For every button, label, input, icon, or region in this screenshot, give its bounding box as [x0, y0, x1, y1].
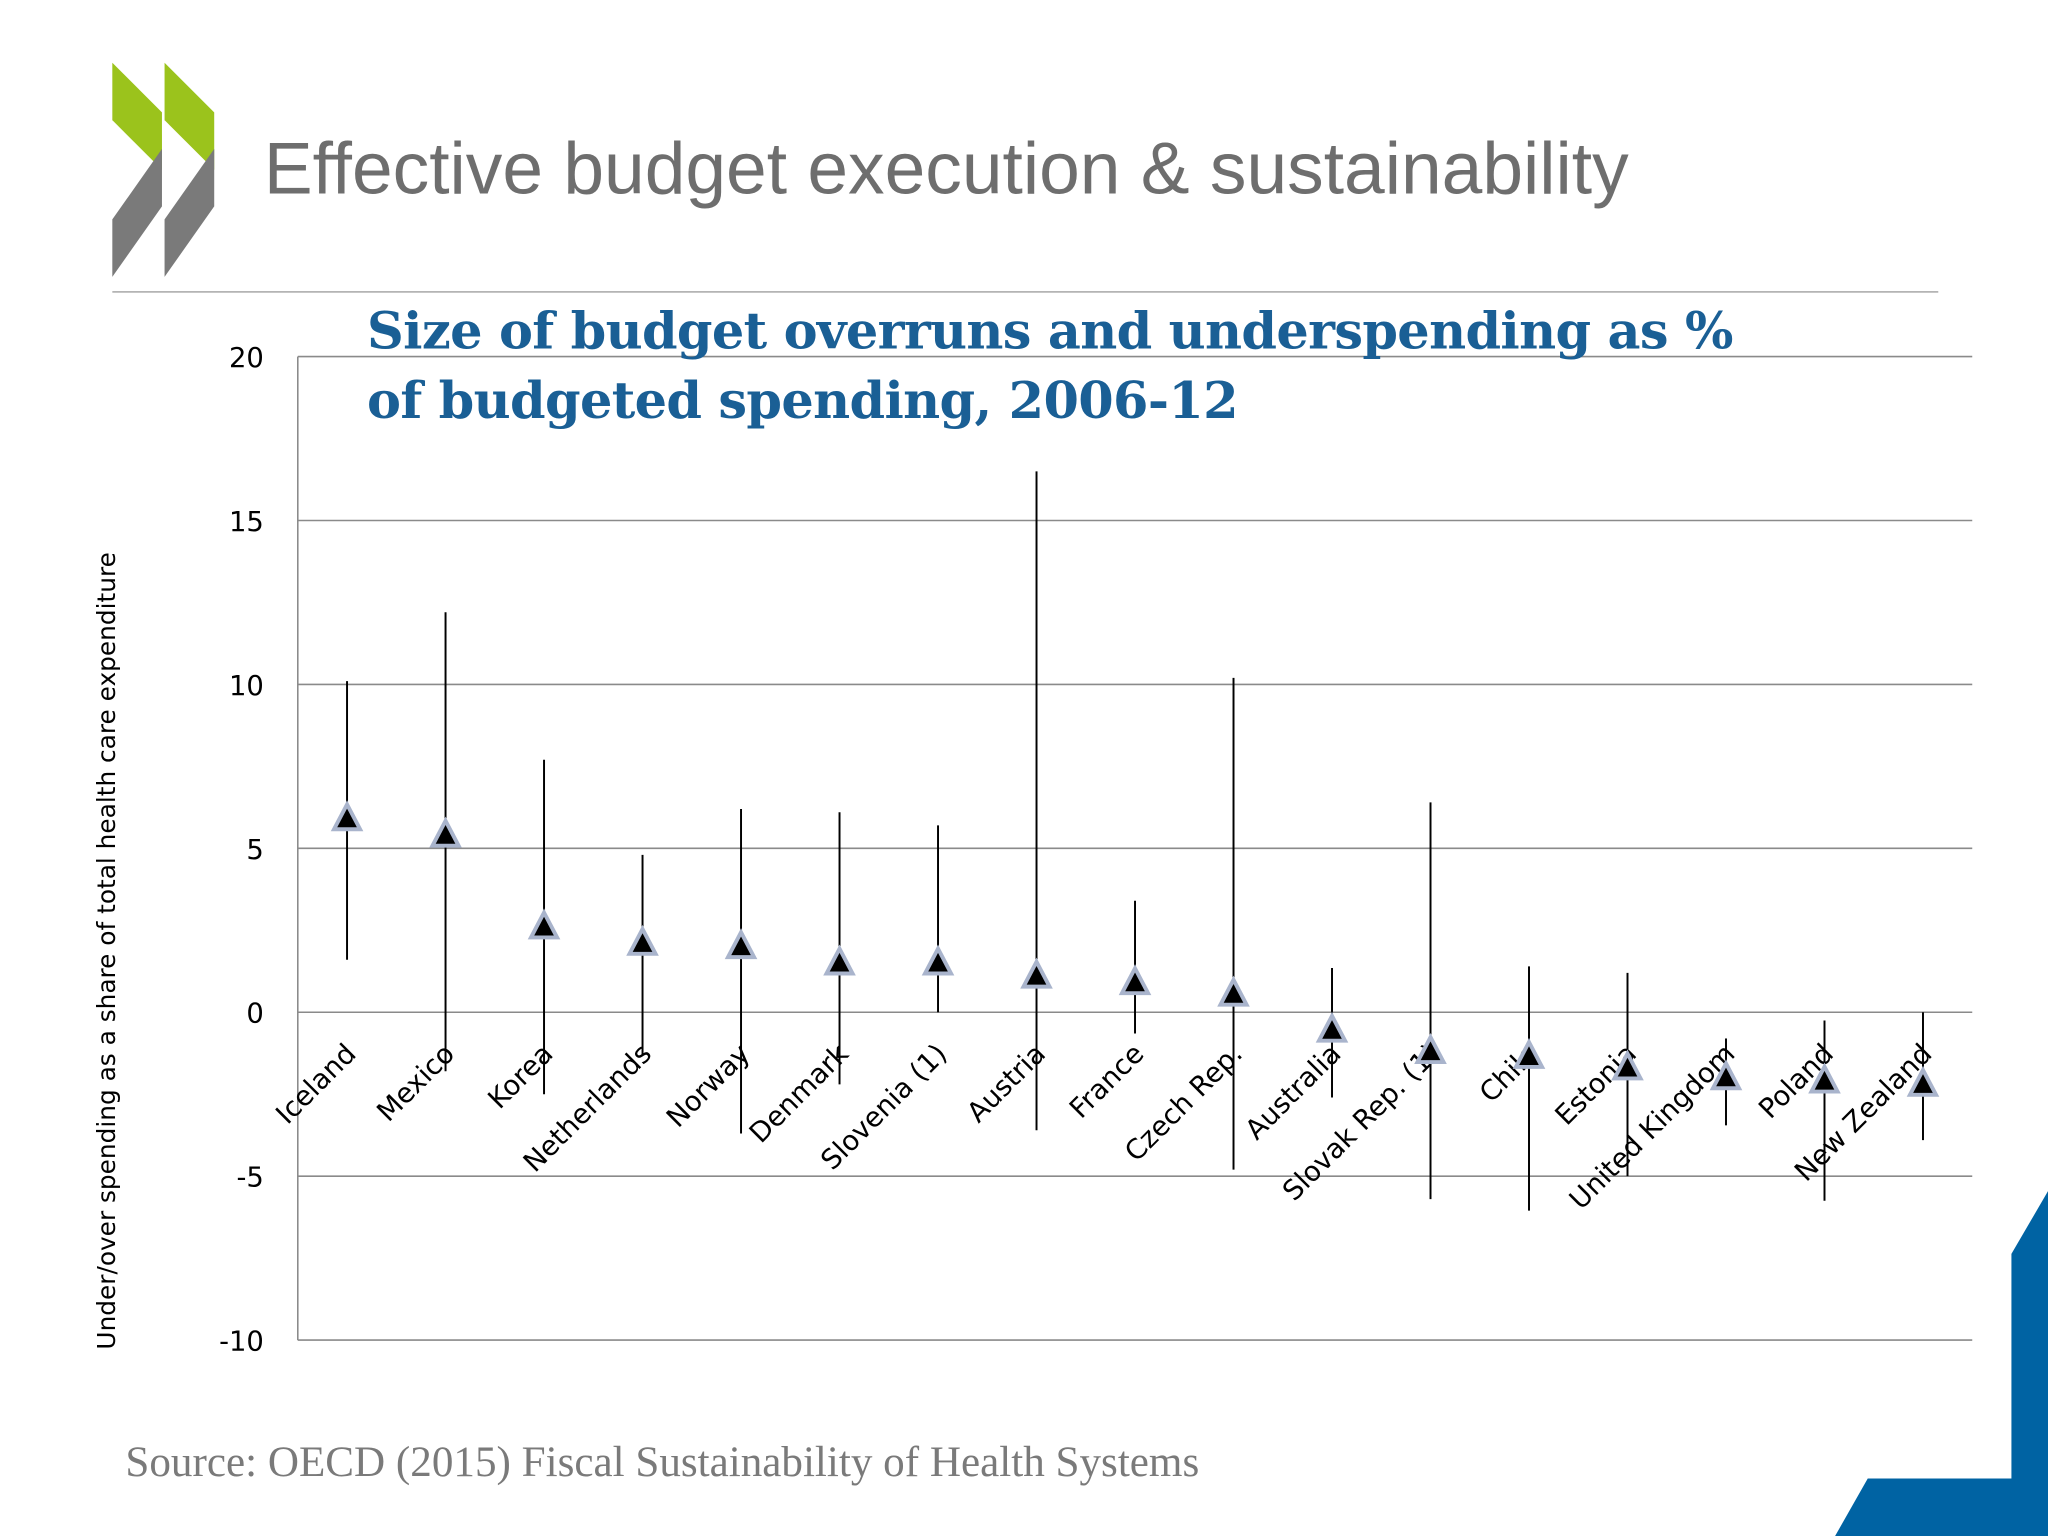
- data-point-marker: [330, 800, 364, 832]
- x-tick-label: Iceland: [270, 1038, 362, 1130]
- x-tick-label: United Kingdom: [1564, 1038, 1741, 1215]
- y-tick-label: 0: [246, 999, 263, 1030]
- y-tick-label: 10: [229, 671, 264, 702]
- data-point-marker: [1906, 1065, 1940, 1097]
- logo-chevron-gray: [112, 148, 162, 277]
- header-divider: [112, 291, 1939, 293]
- data-point-marker: [1414, 1033, 1447, 1064]
- x-tick-label: Korea: [483, 1038, 560, 1115]
- logo-chevron-gray: [164, 148, 215, 277]
- page-title: Effective budget execution & sustainabil…: [263, 126, 1629, 209]
- x-tick-label: Norway: [661, 1038, 756, 1133]
- corner-shape: [1835, 1191, 2048, 1536]
- data-point-marker: [1020, 957, 1053, 989]
- data-point-marker: [1611, 1049, 1644, 1081]
- markers: [330, 800, 1940, 1097]
- data-point-marker: [1118, 964, 1152, 996]
- chart-title-line-1: Size of budget overruns and underspendin…: [367, 301, 1733, 362]
- data-point-marker: [1315, 1011, 1349, 1043]
- y-axis-label: Under/over spending as a share of total …: [92, 552, 121, 1349]
- data-point-marker: [1512, 1037, 1546, 1069]
- data-point-marker: [921, 944, 955, 976]
- corner-decoration: [1835, 1191, 2048, 1536]
- data-point-marker: [527, 908, 561, 940]
- data-point-marker: [724, 928, 758, 960]
- y-tick-label: -5: [237, 1163, 264, 1194]
- y-axis-ticks: 20 15 10 5 0 -5 -10: [219, 343, 264, 1358]
- y-tick-label: -10: [219, 1327, 264, 1358]
- y-tick-label: 15: [229, 507, 264, 538]
- x-tick-label: Austria: [962, 1038, 1052, 1128]
- data-point-marker: [1709, 1059, 1743, 1091]
- logo-chevron-green: [164, 62, 215, 170]
- data-point-marker: [1808, 1062, 1841, 1094]
- logo-chevron-green: [112, 62, 162, 170]
- chart-title-line-2: of budgeted spending, 2006-12: [367, 370, 1239, 432]
- y-tick-label: 20: [229, 343, 264, 374]
- data-point-marker: [823, 944, 856, 976]
- chart-title: Size of budget overruns and underspendin…: [367, 298, 1733, 436]
- x-tick-label: France: [1064, 1038, 1150, 1124]
- gridlines: [297, 355, 1973, 1341]
- y-tick-label: 5: [246, 835, 263, 866]
- x-tick-label: Mexico: [371, 1038, 461, 1128]
- data-point-marker: [626, 924, 659, 956]
- data-point-marker: [1217, 975, 1250, 1007]
- oecd-logo: [112, 62, 215, 277]
- data-point-marker: [429, 816, 462, 848]
- source-note: Source: OECD (2015) Fiscal Sustainabilit…: [125, 1439, 1200, 1487]
